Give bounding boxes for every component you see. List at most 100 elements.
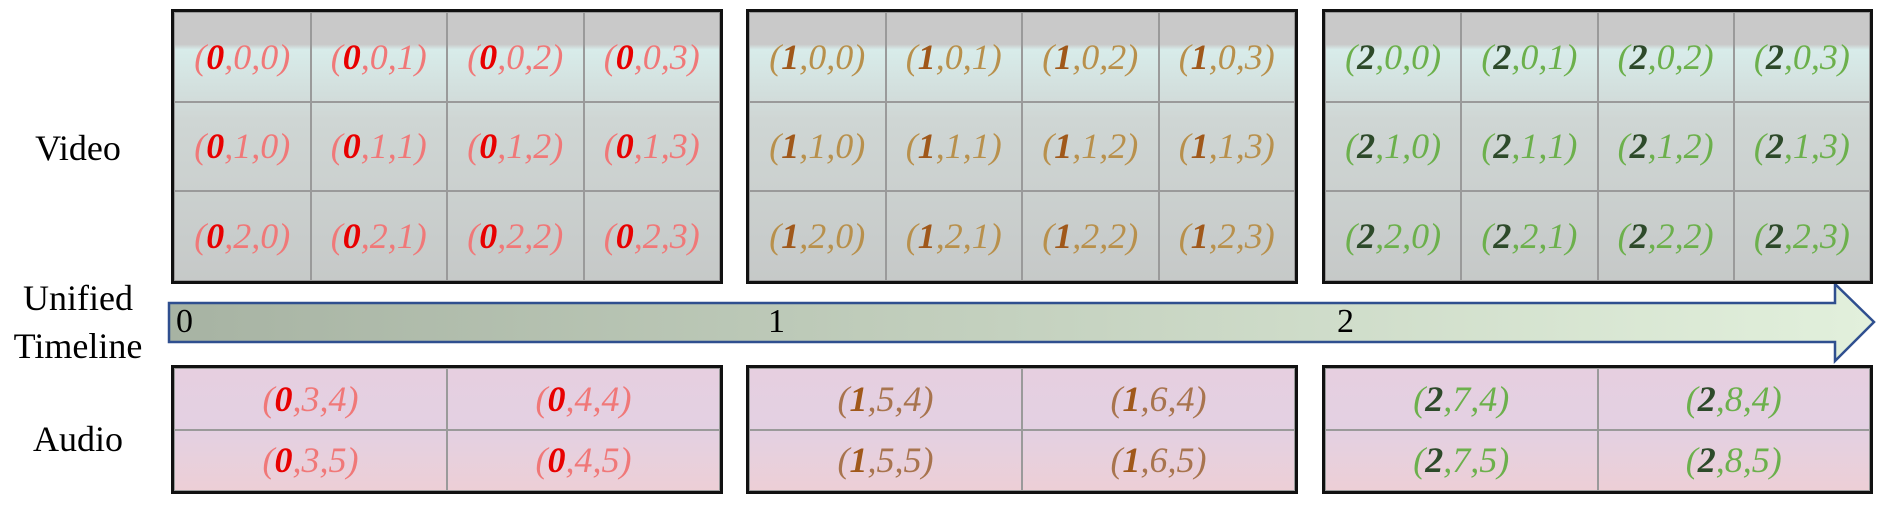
tuple-text: (0,0,2) [467,36,564,77]
tuple-text: (0,3,5) [262,440,359,481]
tuple-text: (1,2,2) [1042,216,1139,257]
video-label: Video [35,128,121,168]
tuple-cell: (0,0,0) [174,12,311,102]
tuple-text: (2,2,2) [1617,216,1714,257]
tuple-text: (1,5,5) [837,440,934,481]
tuple-text: (0,2,1) [330,216,427,257]
tuple-text: (2,8,4) [1685,378,1782,419]
tuple-cell: (0,2,3) [583,191,720,281]
tuple-text: (2,2,1) [1481,216,1578,257]
tuple-text: (2,0,1) [1481,36,1578,77]
tuple-cell: (0,4,5) [447,429,720,491]
tuple-text: (1,6,5) [1110,440,1207,481]
tuple-cell: (2,2,3) [1733,191,1870,281]
tuple-text: (2,0,0) [1345,36,1442,77]
tuple-cell: (0,1,0) [174,101,311,192]
tuple-cell: (1,5,4) [749,368,1022,430]
tuple-text: (1,0,2) [1042,36,1139,77]
tuple-text: (1,1,0) [769,126,866,167]
audio-block: (2,7,4) (2,8,4) (2,7,5) (2,8,5) [1322,365,1873,494]
tuple-text: (1,1,1) [905,126,1002,167]
tuple-cell: (0,2,1) [310,191,447,281]
video-block: (2,0,0) (2,0,1) (2,0,2) (2,0,3) (2,1,0) (2,1,… [1322,9,1873,284]
tuple-cell: (2,2,0) [1325,191,1462,281]
tuple-text: (1,2,0) [769,216,866,257]
tuple-cell: (1,6,4) [1022,368,1295,430]
tuple-text: (1,2,3) [1178,216,1275,257]
tuple-text: (0,1,3) [603,126,700,167]
tuple-text: (1,1,2) [1042,126,1139,167]
tuple-cell: (1,1,1) [885,101,1022,192]
timeline-tick: 1 [768,303,785,340]
tuple-text: (0,0,3) [603,36,700,77]
tuple-text: (2,0,2) [1617,36,1714,77]
tuple-cell: (0,0,1) [310,12,447,102]
tuple-text: (2,1,1) [1481,126,1578,167]
tuple-cell: (2,1,3) [1733,101,1870,192]
tuple-text: (0,1,1) [330,126,427,167]
tuple-cell: (1,2,3) [1158,191,1295,281]
tuple-cell: (1,0,3) [1158,12,1295,102]
tuple-text: (1,2,1) [905,216,1002,257]
tuple-cell: (2,0,1) [1461,12,1598,102]
tuple-text: (0,1,0) [194,126,291,167]
tuple-cell: (0,3,5) [174,429,447,491]
tuple-cell: (2,8,4) [1597,368,1870,430]
tuple-text: (1,0,0) [769,36,866,77]
tuple-cell: (0,1,3) [583,101,720,192]
audio-label: Audio [33,419,123,459]
tuple-cell: (1,1,0) [749,101,886,192]
tuple-text: (0,4,4) [535,378,632,419]
tuple-text: (2,1,2) [1617,126,1714,167]
arrow-shape [167,281,1876,365]
video-block: (0,0,0) (0,0,1) (0,0,2) (0,0,3) (0,1,0) (0,1,… [171,9,723,284]
timeline-label: Unified Timeline [13,278,143,366]
tuple-cell: (2,0,2) [1597,12,1734,102]
tuple-text: (2,7,5) [1413,440,1510,481]
tuple-cell: (0,2,0) [174,191,311,281]
tuple-text: (0,0,0) [194,36,291,77]
tuple-cell: (1,0,1) [885,12,1022,102]
timeline-tick: 2 [1337,303,1354,340]
tuple-cell: (1,2,1) [885,191,1022,281]
timeline-tick: 0 [176,303,193,340]
tuple-text: (0,2,0) [194,216,291,257]
tuple-cell: (2,1,0) [1325,101,1462,192]
tuple-cell: (0,2,2) [447,191,584,281]
tuple-text: (1,5,4) [837,378,934,419]
tuple-cell: (2,0,0) [1325,12,1462,102]
tuple-text: (2,1,3) [1753,126,1850,167]
tuple-cell: (2,0,3) [1733,12,1870,102]
tuple-text: (2,2,0) [1345,216,1442,257]
tuple-cell: (1,0,0) [749,12,886,102]
tuple-cell: (0,0,2) [447,12,584,102]
tuple-text: (2,0,3) [1753,36,1850,77]
tuple-text: (0,1,2) [467,126,564,167]
video-block: (1,0,0) (1,0,1) (1,0,2) (1,0,3) (1,1,0) (1,1,… [746,9,1298,284]
tuple-cell: (1,2,0) [749,191,886,281]
tuple-cell: (1,2,2) [1022,191,1159,281]
tuple-text: (1,1,3) [1178,126,1275,167]
tuple-cell: (1,1,2) [1022,101,1159,192]
tuple-cell: (0,1,2) [447,101,584,192]
tuple-cell: (1,6,5) [1022,429,1295,491]
audio-block: (1,5,4) (1,6,4) (1,5,5) (1,6,5) [746,365,1298,494]
tuple-text: (2,8,5) [1685,440,1782,481]
tuple-text: (0,0,1) [330,36,427,77]
tuple-text: (2,1,0) [1345,126,1442,167]
audio-block: (0,3,4) (0,4,4) (0,3,5) (0,4,5) [171,365,723,494]
tuple-text: (0,2,2) [467,216,564,257]
tuple-text: (1,0,1) [905,36,1002,77]
tuple-cell: (0,1,1) [310,101,447,192]
tuple-cell: (1,1,3) [1158,101,1295,192]
tuple-cell: (1,5,5) [749,429,1022,491]
tuple-cell: (0,3,4) [174,368,447,430]
tuple-text: (1,0,3) [1178,36,1275,77]
tuple-cell: (2,7,5) [1325,429,1598,491]
tuple-cell: (2,1,1) [1461,101,1598,192]
tuple-cell: (1,0,2) [1022,12,1159,102]
tuple-cell: (2,2,1) [1461,191,1598,281]
tuple-text: (2,7,4) [1413,378,1510,419]
